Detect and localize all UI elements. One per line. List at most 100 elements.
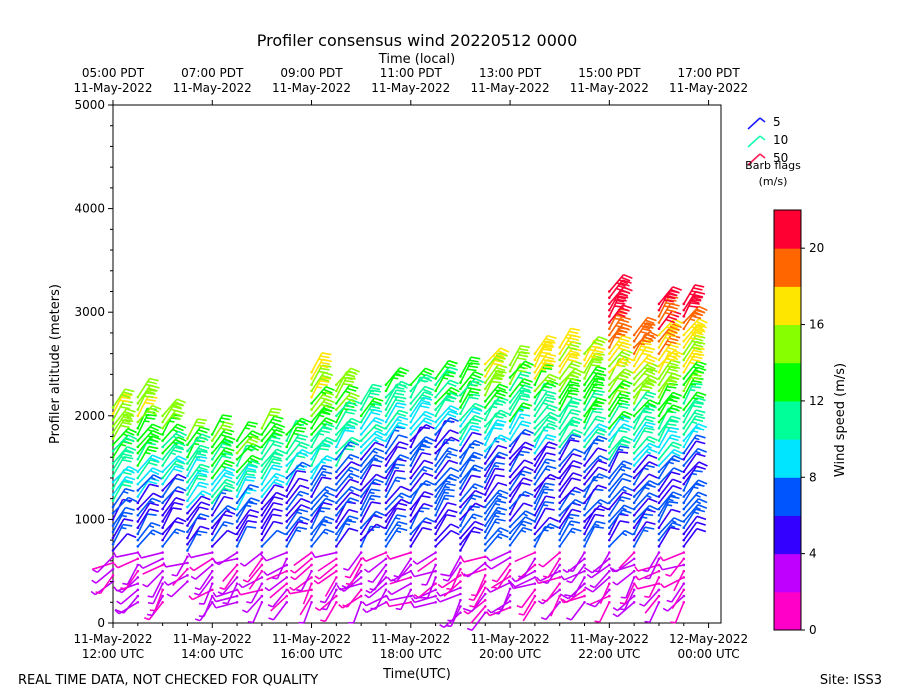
barb-point (459, 524, 462, 527)
barb-point (235, 526, 239, 529)
barb-shaft (112, 518, 125, 539)
barb-flag (447, 501, 457, 506)
barb-flag (273, 508, 283, 512)
barb-point (235, 582, 239, 585)
barb-flag (177, 455, 187, 461)
colorbar-segment (774, 591, 801, 631)
barb-point (384, 426, 388, 430)
barb-shaft (211, 447, 226, 467)
barb-flag (616, 281, 626, 287)
barb-flag (370, 488, 381, 492)
barb-point (136, 588, 140, 592)
barb-flag (446, 369, 456, 374)
barb-flag (420, 506, 430, 510)
barb-shaft (683, 323, 699, 342)
barb-point (657, 383, 661, 387)
barb-point (682, 501, 686, 505)
barb-flag (147, 480, 158, 485)
barb-shaft (663, 576, 685, 589)
barb-point (657, 588, 661, 592)
barb-flag (546, 390, 557, 395)
barb-flag (370, 405, 381, 410)
barb-point (136, 594, 140, 598)
barb-shaft (459, 388, 473, 408)
barb-flag (643, 322, 653, 327)
barb-point (632, 377, 636, 380)
barb-point (161, 538, 164, 542)
barb-point (459, 418, 462, 422)
barb-flag (520, 344, 531, 349)
barb-shaft (608, 335, 623, 355)
barb-flag (697, 491, 708, 497)
barb-flag (396, 418, 403, 422)
barb-flag (524, 360, 534, 366)
barb-flag (422, 413, 432, 419)
barb-flag (397, 520, 408, 525)
barb-point (359, 588, 363, 592)
barb-shaft (509, 429, 526, 447)
barb-point (111, 505, 115, 509)
barb-flag (620, 344, 630, 349)
barb-shaft (534, 446, 547, 466)
barb-point (235, 576, 239, 579)
barb-point (608, 513, 611, 517)
barb-shaft (459, 502, 476, 520)
barb-point (657, 557, 661, 561)
barb-shaft (583, 484, 599, 504)
barb-point (483, 480, 487, 484)
barb-shaft (546, 583, 561, 602)
barb-flag (320, 361, 331, 366)
barb-shaft (286, 449, 303, 467)
barb-shaft (484, 370, 498, 390)
barb-flag (544, 393, 555, 398)
barb-flag (372, 450, 378, 454)
barb-shaft (261, 408, 273, 429)
barb-flag (374, 441, 385, 447)
barb-flag (521, 493, 528, 498)
barb-flag (245, 473, 255, 477)
barb-point (434, 551, 437, 554)
barb-flag (595, 437, 602, 442)
barb-shaft (435, 467, 451, 485)
barb-flag (421, 468, 428, 472)
barb-point (335, 476, 338, 480)
barb-flag (424, 410, 435, 416)
barb-flag (549, 473, 559, 480)
barb-point (186, 580, 189, 583)
barb-shaft (360, 488, 372, 510)
barb-flag (666, 504, 673, 507)
barb-flag (349, 453, 360, 459)
colorbar-tick-label: 20 (809, 241, 824, 255)
barb-point (632, 538, 636, 542)
barb-shaft (335, 454, 351, 473)
barb-shaft (434, 410, 451, 429)
barb-flag (621, 496, 631, 501)
barb-flag (322, 470, 333, 475)
barb-flag (641, 338, 648, 343)
barb-flag (362, 608, 368, 613)
barb-flag (212, 591, 217, 598)
barb-shaft (395, 564, 412, 583)
barb-shaft (490, 600, 511, 614)
barb-flag (120, 443, 127, 447)
barb-shaft (186, 495, 203, 514)
barb-flag (448, 359, 458, 365)
barb-flag (520, 392, 530, 397)
barb-shaft (161, 477, 176, 498)
barb-flag (621, 438, 631, 444)
barb-flag (623, 435, 633, 441)
barb-flag (197, 474, 208, 478)
barb-flag (399, 454, 410, 460)
barb-point (483, 449, 487, 453)
barb-flag (569, 389, 580, 393)
barb-flag (672, 491, 683, 497)
barb-flag (546, 352, 557, 357)
barb-point (483, 406, 487, 409)
barb-flag (126, 408, 136, 413)
barb-point (409, 408, 413, 411)
barb-shaft (137, 477, 151, 498)
barb-shaft (385, 389, 397, 410)
barb-point (235, 600, 239, 604)
barb-shaft (294, 558, 313, 574)
barb-flag (570, 383, 581, 388)
